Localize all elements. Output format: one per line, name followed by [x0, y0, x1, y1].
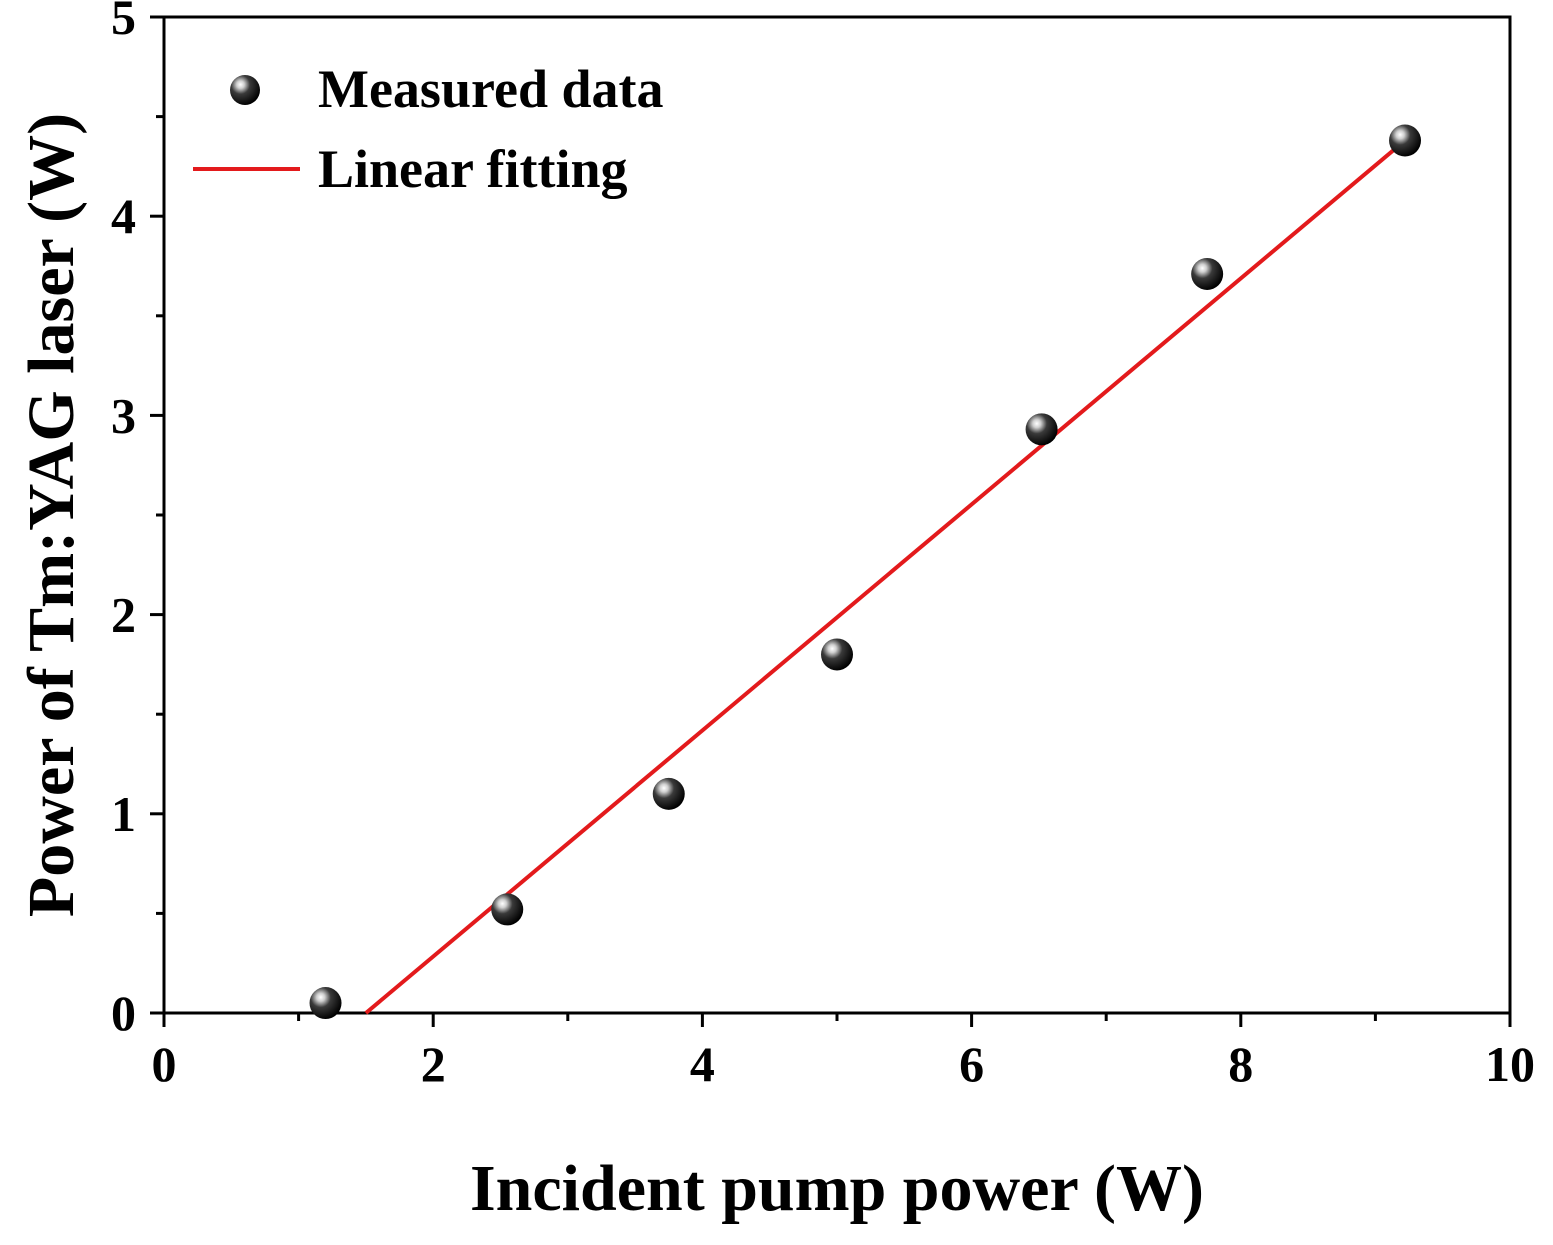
- y-tick-labels: 0 1 2 3 4 5: [111, 0, 136, 1041]
- x-tick-label: 6: [959, 1036, 984, 1092]
- data-point: [309, 987, 342, 1020]
- axis-ticks: [150, 15, 1512, 1027]
- data-point: [1191, 257, 1224, 290]
- sphere-marker-icon: [230, 75, 260, 105]
- linear-fit-line: [364, 138, 1407, 1015]
- x-axis-title: Incident pump power (W): [470, 1152, 1204, 1225]
- y-tick-label: 4: [111, 188, 136, 244]
- x-tick-label: 8: [1228, 1036, 1253, 1092]
- y-tick-label: 1: [111, 786, 136, 842]
- data-points: [309, 124, 1422, 1020]
- data-point: [652, 777, 685, 810]
- x-tick-label: 4: [690, 1036, 715, 1092]
- data-point: [1025, 413, 1058, 446]
- y-tick-label: 0: [111, 985, 136, 1041]
- data-point: [491, 893, 524, 926]
- data-point: [1389, 124, 1422, 157]
- fit-lines: [364, 138, 1407, 1015]
- y-tick-label: 2: [111, 587, 136, 643]
- y-tick-label: 5: [111, 0, 136, 45]
- x-tick-label: 10: [1485, 1036, 1535, 1092]
- legend: Measured data Linear fitting: [193, 59, 664, 199]
- x-tick-label: 0: [152, 1036, 177, 1092]
- x-tick-label: 2: [421, 1036, 446, 1092]
- data-point: [821, 638, 853, 671]
- legend-label-fit: Linear fitting: [318, 139, 628, 199]
- y-tick-label: 3: [111, 387, 136, 443]
- legend-label-measured: Measured data: [318, 59, 664, 119]
- y-axis-title: Power of Tm:YAG laser (W): [15, 113, 88, 917]
- x-tick-labels: 0 2 4 6 8 10: [152, 1036, 1536, 1092]
